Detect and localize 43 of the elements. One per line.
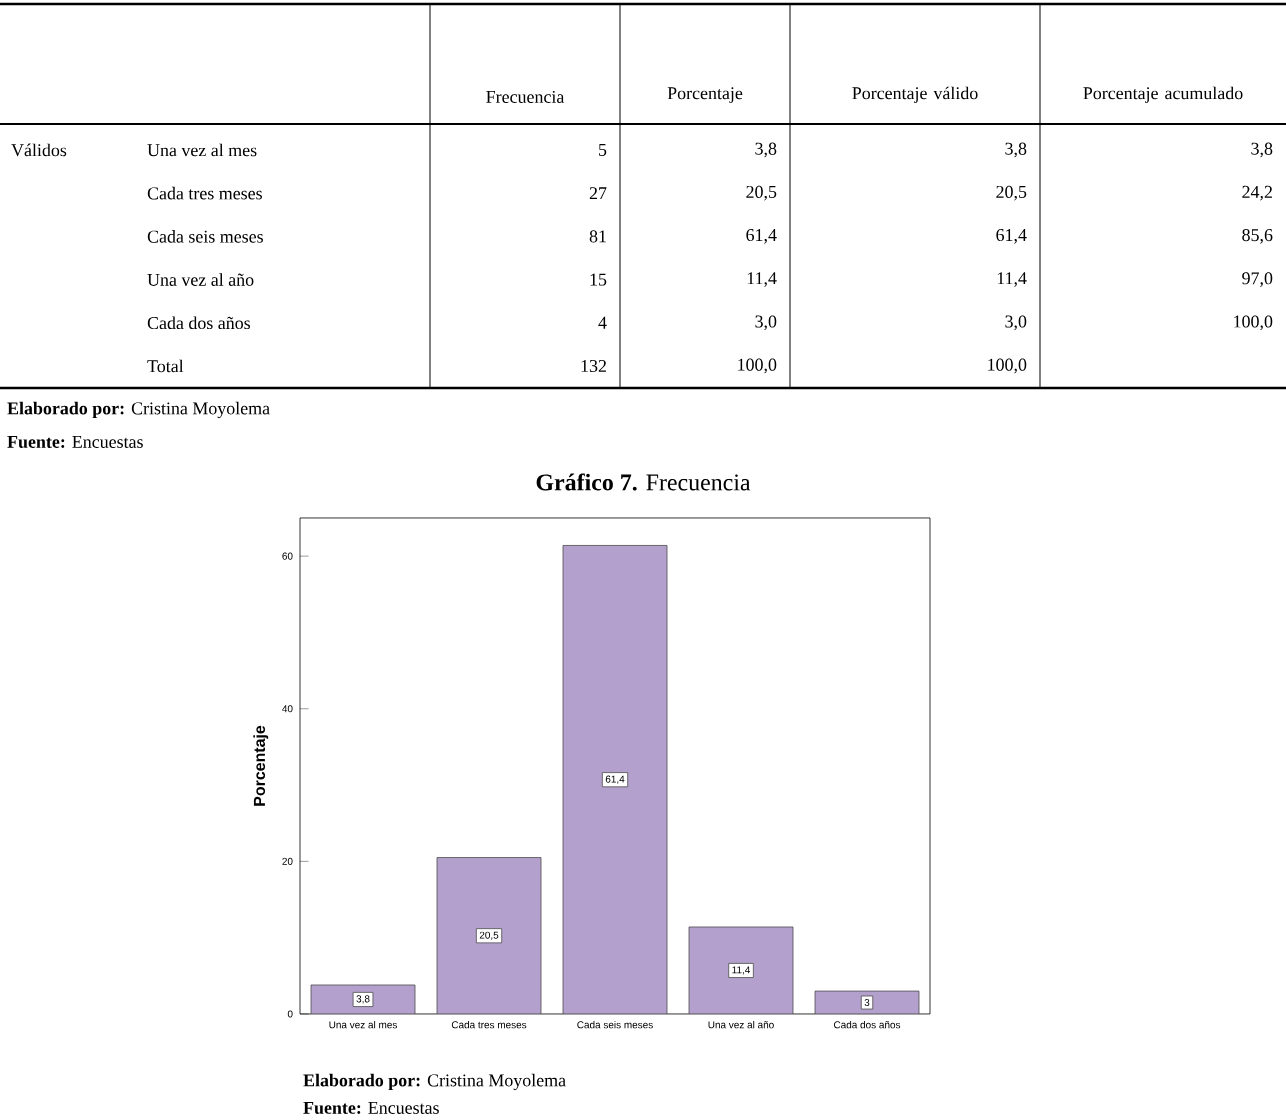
text: 61,4 (996, 229, 1027, 244)
category-label: Porcentaje válido (852, 86, 978, 103)
text: 3,8 (1251, 142, 1273, 158)
category-label: Frecuencia (486, 90, 565, 103)
text: 20,5 (996, 185, 1027, 201)
bar (562, 545, 668, 1014)
text: 11,4 (997, 272, 1027, 287)
text: 4 (598, 316, 607, 329)
text: 3,0 (755, 315, 777, 331)
text: 15 (590, 273, 607, 286)
text: Elaborado por: Cristina Moyolema (7, 401, 270, 419)
category-label: Cada dos años (147, 316, 251, 330)
category-label: Una vez al mes (147, 143, 257, 157)
bar (814, 990, 920, 1014)
text: 5 (599, 144, 607, 156)
category-label: Cada seis meses (147, 230, 263, 243)
text: 97,0 (1242, 272, 1273, 287)
bar (688, 926, 794, 1014)
text: Válidos (11, 143, 67, 157)
category-label: Cada tres meses (147, 186, 262, 200)
text: 81 (589, 230, 606, 243)
text: 100,0 (738, 358, 777, 374)
text: 100,0 (988, 358, 1027, 374)
text: 85,6 (1242, 229, 1273, 244)
text: 3,8 (1005, 142, 1027, 158)
text: 61,4 (746, 229, 777, 244)
chart-title: Gráfico 7. Frecuencia (536, 473, 751, 491)
bar (436, 857, 542, 1014)
category-label: Porcentaje (667, 87, 743, 103)
category-label: Porcentaje acumulado (1083, 86, 1243, 103)
text: 20,5 (746, 185, 777, 201)
text: 132 (581, 359, 606, 373)
text: 3,8 (755, 142, 777, 158)
text: Fuente: Encuestas (7, 435, 143, 448)
category-label: Total (147, 359, 184, 373)
text: 100,0 (1234, 315, 1273, 331)
text: 3,0 (1005, 315, 1027, 331)
text: 24,2 (1242, 185, 1272, 201)
text: Fuente: Encuestas (303, 1101, 439, 1114)
category-label: Una vez al año (147, 273, 254, 286)
text: 27 (589, 187, 607, 200)
text: Elaborado por: Cristina Moyolema (303, 1073, 566, 1091)
text: 11,4 (747, 272, 777, 287)
